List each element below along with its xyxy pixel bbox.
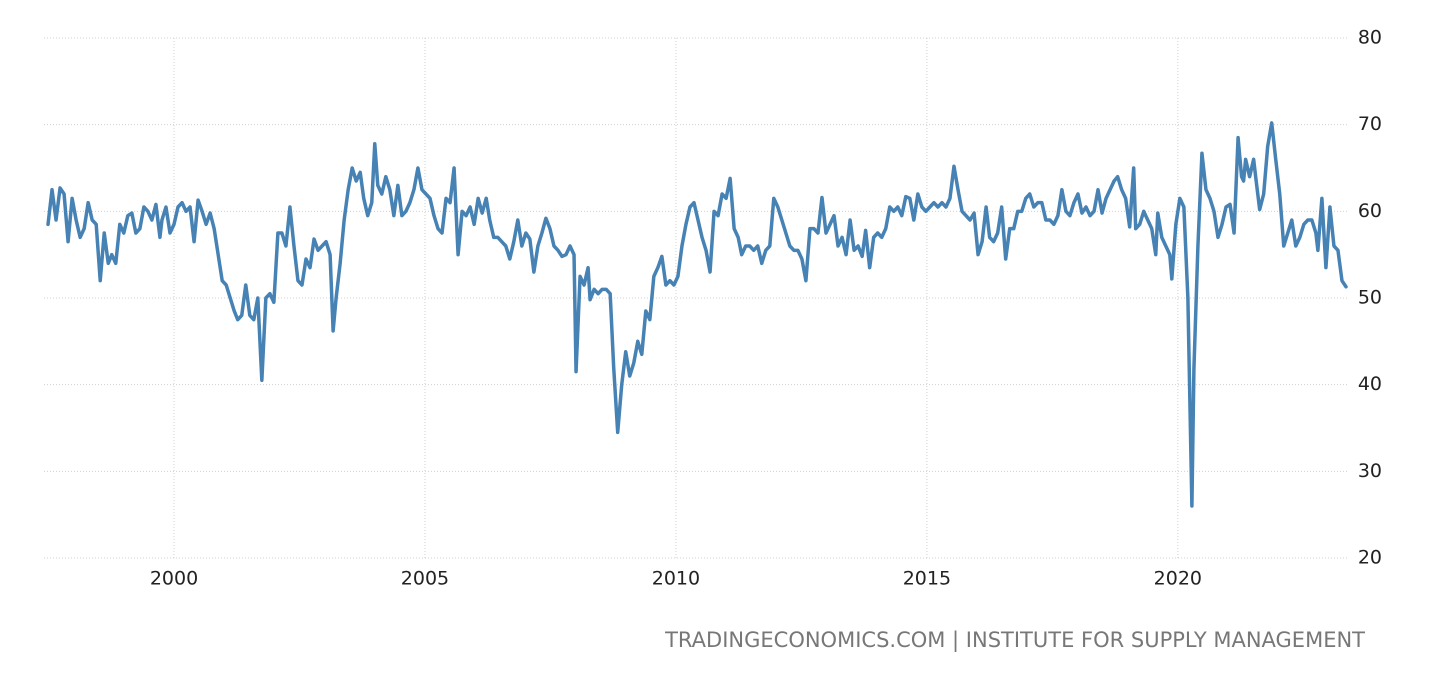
y-tick-label: 80	[1358, 27, 1382, 49]
x-tick-label: 2000	[150, 568, 198, 590]
x-tick-label: 2015	[903, 568, 951, 590]
source: TRADINGECONOMICS.COM | INSTITUTE FOR SUP…	[664, 628, 1365, 653]
y-tick-label: 70	[1358, 113, 1382, 135]
data-line	[46, 121, 1348, 508]
x-tick-label: 2020	[1154, 568, 1202, 590]
y-tick-label: 40	[1358, 373, 1382, 395]
y-tick-label: 30	[1358, 460, 1382, 482]
y-tick-label: 20	[1358, 547, 1382, 569]
y-tick-label: 60	[1358, 200, 1382, 222]
x-tick-label: 2005	[401, 568, 449, 590]
y-tick-label: 50	[1358, 287, 1382, 309]
x-tick-label: 2010	[652, 568, 700, 590]
